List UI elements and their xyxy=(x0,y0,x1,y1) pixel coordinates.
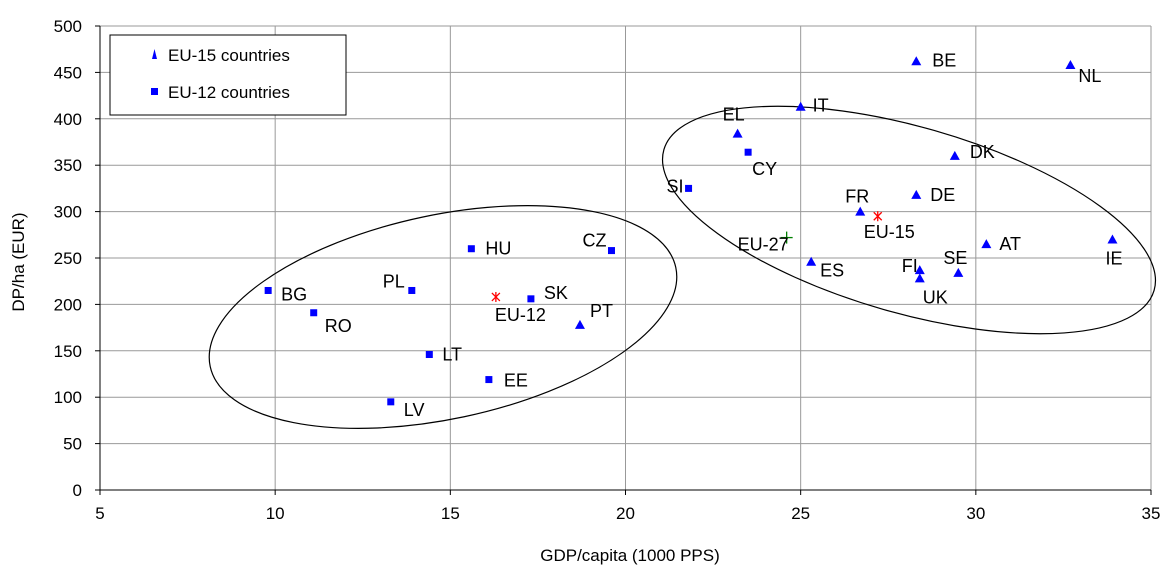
point-marker-se xyxy=(953,267,964,277)
y-tick-label: 300 xyxy=(54,203,82,222)
y-tick-label: 400 xyxy=(54,110,82,129)
tick-labels: 0 50 100 150 200 250 300 350 400 450 500 5 10 15 20 25 3… xyxy=(54,17,1161,523)
point-marker-be xyxy=(911,56,922,66)
point-label-fi: FI xyxy=(902,256,918,276)
y-tick-label: 50 xyxy=(63,435,82,454)
point-marker-fi xyxy=(914,265,925,275)
aggregate-marker-eu-27 xyxy=(780,231,793,244)
point-label-el: EL xyxy=(723,105,745,125)
point-label-be: BE xyxy=(932,50,956,70)
y-tick-label: 200 xyxy=(54,295,82,314)
data-points xyxy=(264,56,1118,406)
point-label-si: SI xyxy=(667,176,684,196)
x-tick-label: 35 xyxy=(1142,504,1161,523)
y-tick-label: 450 xyxy=(54,63,82,82)
point-label-it: IT xyxy=(813,96,829,116)
x-tick-label: 5 xyxy=(95,504,104,523)
point-label-eu-27: EU-27 xyxy=(738,235,789,255)
point-marker-bg xyxy=(264,286,272,294)
legend-marker-eu12 xyxy=(151,88,158,95)
point-marker-lt xyxy=(425,351,433,359)
point-marker-uk xyxy=(914,273,925,283)
point-label-pl: PL xyxy=(383,271,405,291)
x-tick-label: 20 xyxy=(616,504,635,523)
point-label-uk: UK xyxy=(923,287,948,307)
y-tick-label: 500 xyxy=(54,17,82,36)
point-label-es: ES xyxy=(820,261,844,281)
point-label-ee: EE xyxy=(504,371,528,391)
point-marker-es xyxy=(806,256,817,266)
aggregate-marker-eu-15 xyxy=(873,211,883,222)
point-marker-ro xyxy=(310,309,318,317)
point-marker-el xyxy=(732,128,743,138)
point-label-se: SE xyxy=(943,248,967,268)
group-ellipses xyxy=(208,105,1157,429)
point-label-cy: CY xyxy=(752,159,777,179)
point-label-eu-12: EU-12 xyxy=(495,305,546,325)
point-label-pt: PT xyxy=(590,301,613,321)
point-marker-cy xyxy=(744,148,752,156)
point-label-nl: NL xyxy=(1078,66,1101,86)
point-marker-lv xyxy=(387,398,395,406)
point-marker-cz xyxy=(607,247,615,255)
y-tick-label: 0 xyxy=(73,481,82,500)
point-marker-sk xyxy=(527,295,535,303)
point-marker-it xyxy=(795,101,806,111)
x-tick-label: 30 xyxy=(966,504,985,523)
ellipse-eu15 xyxy=(661,105,1157,335)
y-axis-label: DP/ha (EUR) xyxy=(9,212,28,311)
point-label-dk: DK xyxy=(970,142,995,162)
axes xyxy=(95,25,1152,495)
point-label-bg: BG xyxy=(281,284,307,304)
point-label-lt: LT xyxy=(442,345,462,365)
point-label-lv: LV xyxy=(404,400,425,420)
point-label-eu-15: EU-15 xyxy=(864,222,915,242)
x-tick-label: 10 xyxy=(266,504,285,523)
legend-label-eu12: EU-12 countries xyxy=(168,83,290,102)
y-tick-label: 150 xyxy=(54,342,82,361)
point-marker-si xyxy=(685,184,693,192)
legend-marker-eu15 xyxy=(152,49,157,59)
aggregate-marker-eu-12 xyxy=(491,291,501,302)
legend: EU-15 countries EU-12 countries xyxy=(109,34,347,116)
point-label-fr: FR xyxy=(845,187,869,207)
point-marker-pt xyxy=(574,319,585,329)
legend-label-eu15: EU-15 countries xyxy=(168,46,290,65)
y-tick-label: 350 xyxy=(54,156,82,175)
point-label-sk: SK xyxy=(544,283,568,303)
legend-box xyxy=(109,34,347,116)
point-marker-dk xyxy=(949,150,960,160)
x-tick-label: 25 xyxy=(791,504,810,523)
x-axis-label: GDP/capita (1000 PPS) xyxy=(540,546,720,565)
point-marker-de xyxy=(911,189,922,199)
x-tick-label: 15 xyxy=(441,504,460,523)
point-marker-nl xyxy=(1065,59,1076,69)
point-marker-pl xyxy=(408,286,416,294)
point-marker-fr xyxy=(855,206,866,216)
point-marker-ee xyxy=(485,376,493,384)
y-tick-label: 100 xyxy=(54,388,82,407)
point-label-at: AT xyxy=(999,234,1021,254)
point-marker-ie xyxy=(1107,234,1118,244)
point-marker-at xyxy=(981,239,992,249)
point-label-hu: HU xyxy=(485,239,511,259)
point-label-de: DE xyxy=(930,185,955,205)
point-marker-hu xyxy=(467,245,475,253)
ellipse-eu12 xyxy=(208,205,678,429)
point-label-cz: CZ xyxy=(582,231,606,251)
point-label-ie: IE xyxy=(1105,248,1122,268)
point-label-ro: RO xyxy=(325,316,352,336)
y-tick-label: 250 xyxy=(54,249,82,268)
